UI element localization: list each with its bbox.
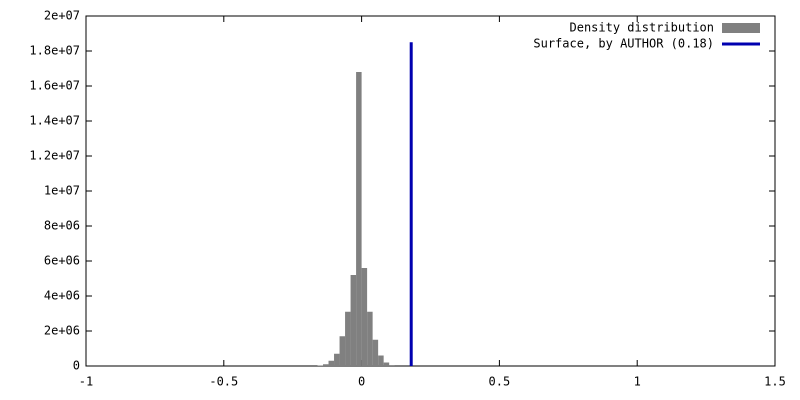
x-tick-label: -1 bbox=[79, 375, 93, 389]
histogram-bar bbox=[383, 362, 390, 366]
x-tick-label: 1.5 bbox=[764, 375, 786, 389]
y-tick-label: 1.8e+07 bbox=[29, 44, 80, 58]
x-tick-label: 1 bbox=[634, 375, 641, 389]
histogram-bar bbox=[339, 336, 346, 366]
y-tick-label: 8e+06 bbox=[44, 219, 80, 233]
x-tick-label: 0 bbox=[358, 375, 365, 389]
y-tick-label: 1e+07 bbox=[44, 184, 80, 198]
histogram-bar bbox=[345, 311, 351, 366]
histogram-bar bbox=[317, 365, 324, 366]
y-tick-label: 2e+06 bbox=[44, 324, 80, 338]
histogram-bar bbox=[378, 355, 384, 366]
legend-label: Surface, by AUTHOR (0.18) bbox=[533, 37, 714, 51]
plot-frame bbox=[85, 15, 776, 367]
y-tick-label: 1.4e+07 bbox=[29, 114, 80, 128]
y-tick-label: 1.6e+07 bbox=[29, 79, 80, 93]
histogram-bar bbox=[361, 268, 368, 366]
histogram-bar bbox=[389, 365, 395, 366]
y-tick-label: 1.2e+07 bbox=[29, 149, 80, 163]
legend-label: Density distribution bbox=[570, 21, 715, 35]
histogram-bar bbox=[334, 353, 340, 366]
histogram-bar bbox=[372, 339, 379, 366]
x-tick-label: 0.5 bbox=[489, 375, 511, 389]
y-tick-label: 4e+06 bbox=[44, 289, 80, 303]
histogram-bar bbox=[350, 275, 357, 366]
y-tick-label: 6e+06 bbox=[44, 254, 80, 268]
histogram-bar bbox=[367, 311, 373, 366]
y-tick-label: 0 bbox=[73, 359, 80, 373]
legend-swatch bbox=[722, 23, 760, 33]
histogram-bar bbox=[323, 364, 329, 366]
y-tick-label: 2e+07 bbox=[44, 9, 80, 23]
histogram-bar bbox=[356, 72, 362, 366]
histogram-bar bbox=[328, 360, 335, 366]
x-tick-label: -0.5 bbox=[209, 375, 238, 389]
